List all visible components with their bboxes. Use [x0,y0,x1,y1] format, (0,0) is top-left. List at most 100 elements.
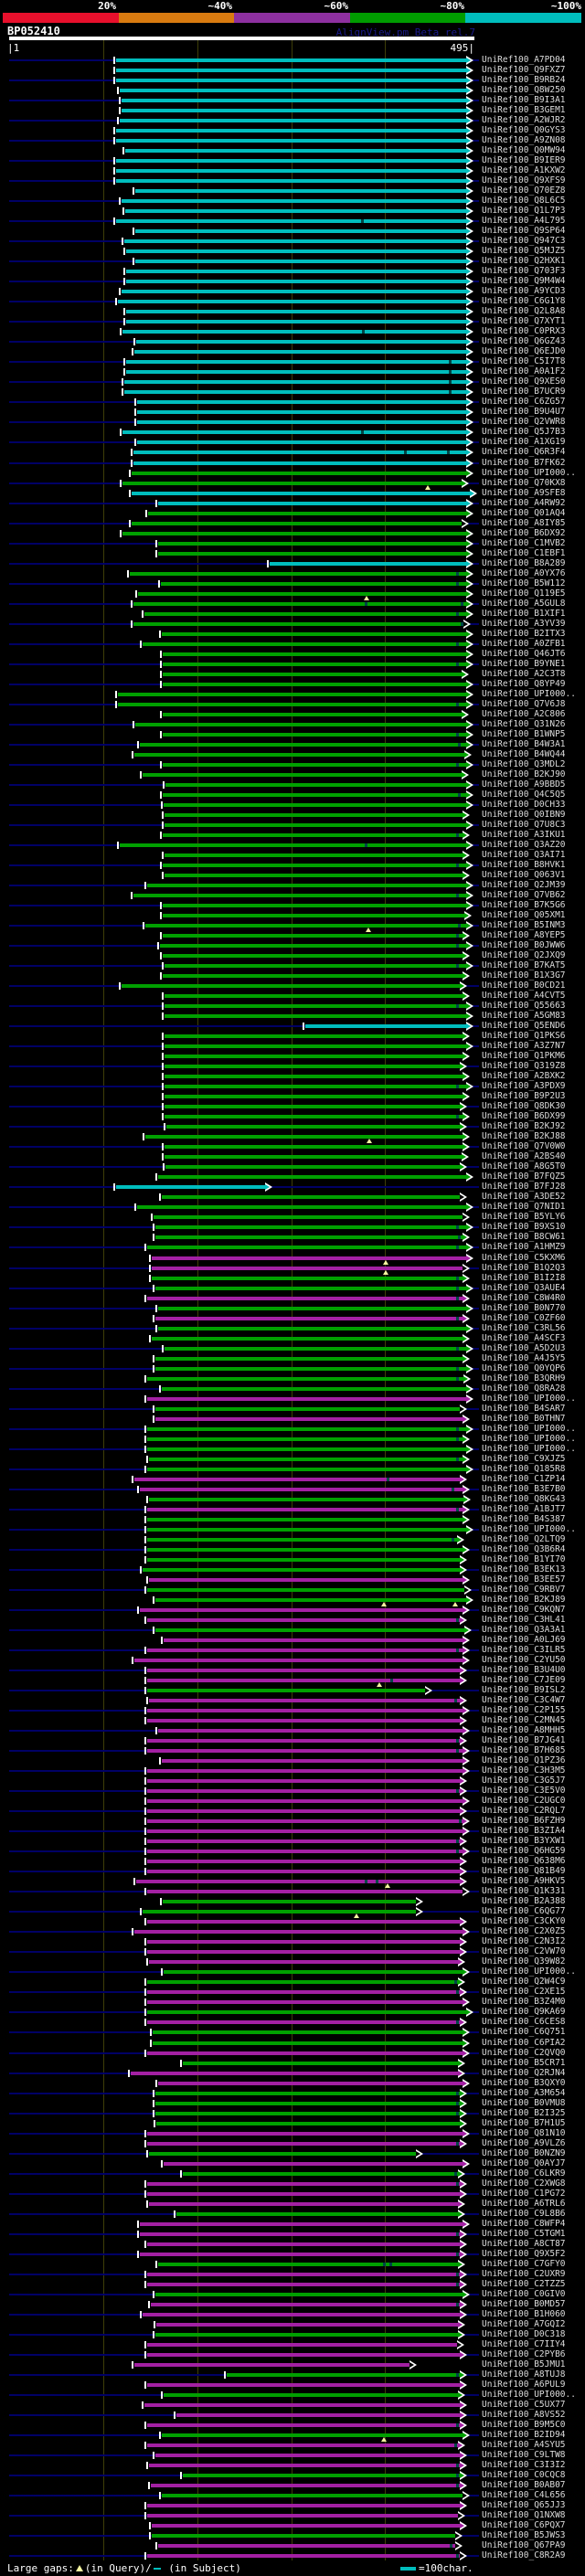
hit-bar[interactable] [164,802,466,807]
hit-label[interactable]: UniRef100_Q2RJN4 [482,2067,566,2078]
hit-bar[interactable] [120,119,466,123]
hit-bar[interactable] [126,360,466,365]
hit-label[interactable]: UniRef100_C2UGC0 [482,1796,566,1807]
hit-bar[interactable] [162,2433,463,2437]
hit-label[interactable]: UniRef100_B5W112 [482,578,566,588]
hit-label[interactable]: UniRef100_B0VMU8 [482,2097,566,2108]
hit-label[interactable]: UniRef100_C1ZP14 [482,1473,566,1484]
hit-bar[interactable] [136,1880,460,1884]
hit-bar[interactable] [158,551,466,556]
hit-label[interactable]: UniRef100_A9SFE8 [482,487,566,498]
hit-bar[interactable] [140,2252,460,2256]
hit-bar[interactable] [163,934,463,938]
hit-bar[interactable] [147,1870,460,1874]
hit-label[interactable]: UniRef100_B8CW61 [482,1232,566,1243]
hit-label[interactable]: UniRef100_C4L656 [482,2490,566,2501]
hit-label[interactable]: UniRef100_Q8L6C5 [482,196,566,207]
hit-label[interactable]: UniRef100_C3ILR5 [482,1645,566,1655]
hit-label[interactable]: UniRef100_B7FJ28 [482,1182,566,1193]
hit-label[interactable]: UniRef100_Q67PA9 [482,2540,566,2551]
hit-bar[interactable] [147,1507,463,1511]
hit-bar[interactable] [147,1246,466,1250]
hit-label[interactable]: UniRef100_Q5END6 [482,1021,566,1032]
hit-bar[interactable] [126,249,466,254]
hit-label[interactable]: UniRef100_B4S387 [482,1513,566,1524]
hit-label[interactable]: UniRef100_C2PYB6 [482,2348,566,2359]
hit-bar[interactable] [122,330,466,334]
hit-label[interactable]: UniRef100_Q65JJ3 [482,2500,566,2511]
hit-bar[interactable] [116,58,466,62]
hit-label[interactable]: UniRef100_Q9M4W4 [482,276,566,287]
hit-label[interactable]: UniRef100_C1EBF1 [482,547,566,558]
hit-bar[interactable] [165,1085,466,1089]
hit-bar[interactable] [147,1617,460,1622]
hit-bar[interactable] [165,853,463,857]
hit-bar[interactable] [165,1065,460,1069]
hit-label[interactable]: UniRef100_B0CD21 [482,981,566,991]
hit-label[interactable]: UniRef100_B2KJ89 [482,1594,566,1605]
hit-label[interactable]: UniRef100_A4CVT5 [482,991,566,1002]
hit-bar[interactable] [158,1306,466,1310]
hit-label[interactable]: UniRef100_C0GIV0 [482,2288,566,2299]
hit-label[interactable]: UniRef100_A2C3T8 [482,668,566,679]
hit-label[interactable]: UniRef100_Q2L8A8 [482,306,566,317]
hit-bar[interactable] [165,994,463,999]
hit-label[interactable]: UniRef100_B5JMU1 [482,2359,566,2369]
hit-label[interactable]: UniRef100_Q3AUE4 [482,1282,566,1293]
hit-bar[interactable] [147,1376,463,1381]
hit-bar[interactable] [147,2051,463,2055]
hit-label[interactable]: UniRef100_A1HMZ9 [482,1242,566,1253]
hit-bar[interactable] [116,129,466,133]
hit-label[interactable]: UniRef100_Q3AI71 [482,850,566,860]
hit-label[interactable]: UniRef100_C2QVQ0 [482,2047,566,2058]
hit-bar[interactable] [147,1547,463,1552]
hit-label[interactable]: UniRef100_B5YLY6 [482,1212,566,1223]
hit-label[interactable]: UniRef100_C2UXR9 [482,2268,566,2279]
hit-bar[interactable] [164,2161,463,2166]
hit-bar[interactable] [154,1215,463,1220]
hit-label[interactable]: UniRef100_C6QG77 [482,1906,566,1917]
hit-label[interactable]: UniRef100_B7KAT5 [482,960,566,971]
hit-label[interactable]: UniRef100_B0NZN9 [482,2147,566,2158]
hit-bar[interactable] [152,1266,463,1270]
hit-bar[interactable] [140,1487,463,1491]
hit-label[interactable]: UniRef100_B5INM3 [482,920,566,931]
hit-bar[interactable] [140,742,466,747]
hit-bar[interactable] [147,1769,463,1774]
hit-bar[interactable] [116,219,466,224]
hit-label[interactable]: UniRef100_A2C806 [482,708,566,719]
hit-bar[interactable] [132,491,470,495]
hit-bar[interactable] [162,1386,466,1391]
hit-label[interactable]: UniRef100_C5TGM1 [482,2228,566,2239]
hit-bar[interactable] [155,1356,463,1361]
hit-label[interactable]: UniRef100_C7JE09 [482,1675,566,1686]
hit-label[interactable]: UniRef100_Q0YQP6 [482,1362,566,1373]
hit-label[interactable]: UniRef100_C2XE15 [482,1987,566,1998]
hit-label[interactable]: UniRef100_A5D2U3 [482,1342,566,1353]
hit-label[interactable]: UniRef100_Q3AZ20 [482,839,566,850]
hit-label[interactable]: UniRef100_C1MVB2 [482,537,566,548]
hit-label[interactable]: UniRef100_C6LKR9 [482,2168,566,2178]
hit-label[interactable]: UniRef100_C9L8B6 [482,2208,566,2219]
hit-bar[interactable] [147,2382,460,2387]
hit-label[interactable]: UniRef100_A6TRL6 [482,2198,566,2209]
hit-label[interactable]: UniRef100_A4J5Y5 [482,1352,566,1363]
hit-label[interactable]: UniRef100_C3H3M5 [482,1765,566,1776]
hit-label[interactable]: UniRef100_B1I2I8 [482,1272,566,1283]
hit-bar[interactable] [155,1286,466,1290]
hit-bar[interactable] [162,631,466,636]
hit-bar[interactable] [163,682,466,686]
hit-bar[interactable] [147,1839,460,1844]
hit-bar[interactable] [122,109,466,113]
hit-label[interactable]: UniRef100_Q7NID1 [482,1202,566,1213]
hit-label[interactable]: UniRef100_A0A1F2 [482,366,566,377]
hit-label[interactable]: UniRef100_B7FQZ5 [482,1171,566,1182]
hit-bar[interactable] [152,2534,455,2539]
hit-bar[interactable] [116,69,466,72]
hit-bar[interactable] [147,1829,463,1834]
hit-label[interactable]: UniRef100_B7H685 [482,1745,566,1756]
hit-bar[interactable] [163,832,463,837]
hit-label[interactable]: UniRef100_UPI000.. [482,1393,576,1404]
hit-label[interactable]: UniRef100_B2ITX3 [482,628,566,639]
hit-bar[interactable] [155,2332,458,2337]
